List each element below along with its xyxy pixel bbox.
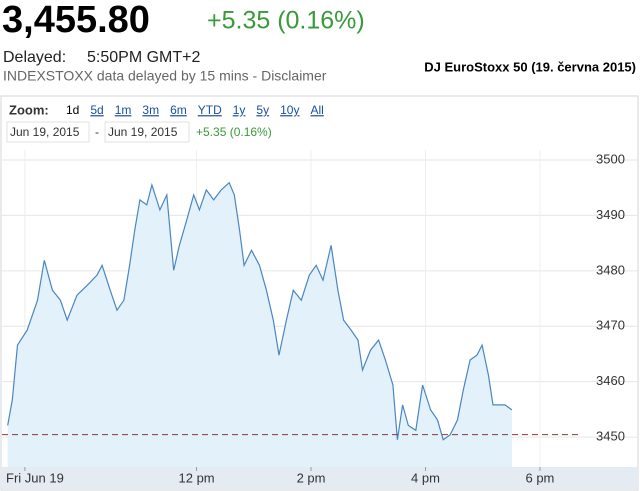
x-axis-band [2,467,637,489]
x-tick-label: 2 pm [297,470,326,485]
zoom-option[interactable]: YTD [198,103,222,117]
y-tick-label: 3450 [596,429,625,444]
date-from-box[interactable] [6,121,90,143]
zoom-option[interactable]: 5d [90,103,103,117]
date-to[interactable]: Jun 19, 2015 [108,125,178,139]
x-tick-label: 12 pm [179,470,215,485]
date-from[interactable]: Jun 19, 2015 [10,125,80,139]
y-tick-label: 3470 [596,318,625,333]
line [7,181,513,441]
change: +5.35 (0.16%) [207,7,365,35]
zoom-option[interactable]: 6m [170,103,187,117]
zoom-option[interactable]: 5y [256,103,269,117]
x-tick-label: 4 pm [411,470,440,485]
y-tick-label: 3500 [596,151,625,166]
delayed-label: Delayed: [3,49,66,66]
price: 3,455.80 [2,0,150,41]
range-change: +5.35 (0.16%) [196,125,272,139]
y-tick-label: 3480 [596,262,625,277]
zoom-option[interactable]: 1d [66,103,79,117]
area [7,182,512,467]
y-tick-label: 3490 [596,207,625,222]
zoom-option[interactable]: 3m [142,103,159,117]
zoom-option[interactable]: 10y [280,103,299,117]
zoom-label: Zoom: [9,102,49,117]
zoom-option[interactable]: 1m [115,103,132,117]
x-tick-label: 6 pm [525,470,554,485]
zoom-option[interactable]: 1y [233,103,246,117]
x-tick-label: Fri Jun 19 [6,470,64,485]
caption: DJ EuroStoxx 50 (19. června 2015) [424,59,636,74]
y-tick-label: 3460 [596,373,625,388]
source-note[interactable]: INDEXSTOXX data delayed by 15 mins - Dis… [3,68,327,84]
date-to-box[interactable] [104,121,190,143]
zoom-option[interactable]: All [310,103,323,117]
date-separator: - [95,125,99,139]
delayed-time: 5:50PM GMT+2 [87,49,200,66]
